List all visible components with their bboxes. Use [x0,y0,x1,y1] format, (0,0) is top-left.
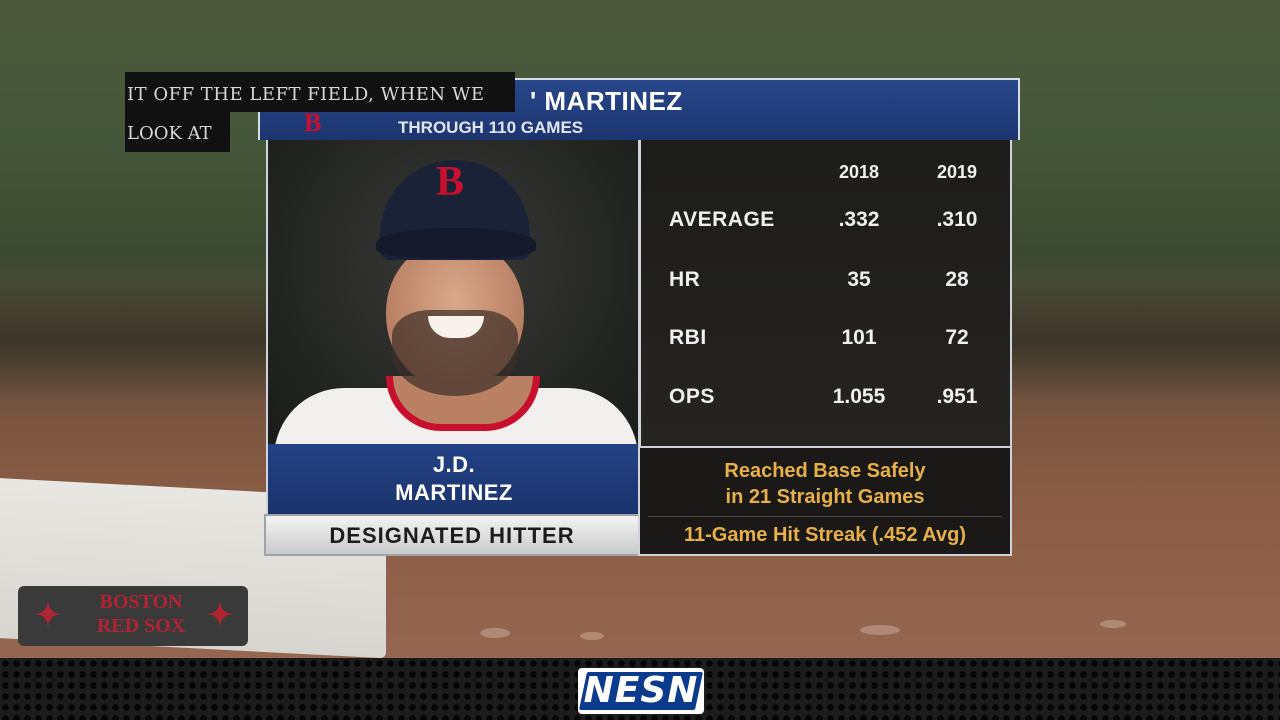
cap-brim [376,228,536,258]
base-plate: ✦ BOSTON RED SOX ✦ [18,586,248,646]
stat-label: AVERAGE [669,208,775,231]
red-sox-logo-icon: ✦ [207,598,233,633]
dirt-texture [580,632,604,640]
note-divider [648,516,1002,517]
base-plate-word: RED SOX [96,615,186,637]
stat-value: .332 [838,208,880,231]
base-plate-text: BOSTON RED SOX [86,590,196,638]
base-plate-word: BOSTON [99,591,183,613]
red-sox-logo-icon: ✦ [35,598,61,633]
stat-value: 35 [847,268,871,291]
player-photo: B [266,140,640,444]
player-last-name: MARTINEZ [395,480,513,505]
header-subtitle: THROUGH 110 GAMES [398,118,584,137]
nesn-logo-text: NESN [583,670,699,711]
player-first-name: J.D. [432,452,476,477]
cap-logo: B [436,159,465,205]
stat-label: RBI [669,326,707,349]
stat-value: .310 [936,208,978,231]
closed-caption-line2: LOOK AT [125,112,230,152]
note-on-base: Reached Base Safely in 21 Straight Games [640,458,1010,510]
stat-label: HR [669,268,701,291]
note-line: in 21 Straight Games [725,486,925,508]
player-name-box: J.D. MARTINEZ [266,444,640,514]
stat-value: 28 [945,268,969,291]
dirt-texture [1100,620,1126,628]
year-header: 2019 [936,162,978,182]
team-logo-icon: B [304,108,322,137]
note-line: Reached Base Safely [724,460,926,482]
stat-value: 1.055 [832,385,886,408]
stat-value: 72 [945,326,969,349]
year-header: 2018 [838,162,880,182]
notes-box: Reached Base Safely in 21 Straight Games… [638,446,1012,556]
closed-caption-line1: IT OFF THE LEFT FIELD, WHEN WE [125,72,515,112]
stat-label: OPS [669,385,715,408]
header-title: ' MARTINEZ [530,86,683,116]
stats-table: 2018 2019 AVERAGE .332 .310 HR 35 28 RBI… [638,140,1012,446]
player-position: DESIGNATED HITTER [329,523,575,548]
dirt-texture [480,628,510,638]
player-smile [428,316,484,338]
position-box: DESIGNATED HITTER [264,514,640,556]
stat-value: 101 [841,326,877,349]
nesn-logo: NESN [578,668,704,714]
dirt-texture [860,625,900,635]
stat-value: .951 [936,385,978,408]
note-hit-streak: 11-Game Hit Streak (.452 Avg) [684,524,966,546]
